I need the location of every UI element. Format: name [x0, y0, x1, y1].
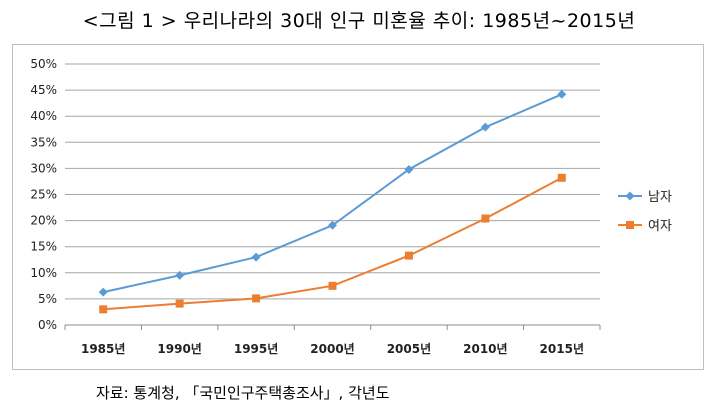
x-tick-label: 2015년 — [540, 342, 584, 356]
data-point-female — [404, 251, 413, 260]
data-point-male — [175, 270, 185, 280]
data-point-male — [557, 89, 567, 99]
data-point-male — [98, 287, 108, 297]
line-chart: 0% 5% 10% 15% 20% 25% 30% 35% 40% 45% 50% 1985년 199… — [30, 57, 672, 356]
data-point-male — [251, 252, 261, 262]
legend-marker — [625, 191, 635, 201]
series-lines — [102, 93, 563, 311]
data-point-female — [252, 294, 261, 303]
y-tick-label: 50% — [30, 57, 57, 71]
x-tick-label: 1985년 — [81, 342, 125, 356]
x-tick-label: 2000년 — [310, 342, 354, 356]
x-tick-label: 1990년 — [157, 342, 201, 356]
x-axis-ticks: 1985년 1990년 1995년 2000년 2005년 2010년 2015년 — [81, 342, 584, 356]
data-point-male — [328, 220, 337, 230]
y-tick-label: 10% — [30, 266, 57, 280]
legend-label: 여자 — [648, 219, 672, 234]
data-point-female — [175, 299, 184, 308]
data-point-female — [99, 305, 108, 314]
data-point-female — [481, 214, 490, 223]
source-note: 자료: 통계청, 「국민인구주택총조사」, 각년도 — [96, 384, 390, 402]
data-point-female — [557, 173, 566, 182]
y-tick-label: 25% — [30, 188, 57, 202]
y-tick-label: 35% — [30, 135, 57, 149]
y-axis-ticks: 0% 5% 10% 15% 20% 25% 30% 35% 40% 45% 50% — [30, 57, 57, 332]
y-tick-label: 5% — [38, 292, 57, 306]
y-tick-label: 40% — [30, 109, 57, 123]
legend-label: 남자 — [648, 190, 672, 205]
y-tick-label: 0% — [38, 318, 57, 332]
series-markers — [98, 89, 567, 314]
legend-marker — [626, 221, 634, 229]
x-tick-label: 2010년 — [463, 342, 507, 356]
y-tick-label: 45% — [30, 83, 57, 97]
series-line-male — [102, 93, 563, 294]
y-tick-label: 30% — [30, 161, 57, 175]
grid-lines — [64, 63, 601, 330]
chart-title: <그림 1 > 우리나라의 30대 인구 미혼율 추이: 1985년~2015년 — [82, 10, 636, 32]
y-tick-label: 15% — [30, 240, 57, 254]
x-tick-label: 2005년 — [387, 342, 431, 356]
data-point-male — [480, 122, 490, 132]
y-tick-label: 20% — [30, 214, 57, 228]
data-point-female — [328, 281, 337, 290]
x-tick-label: 1995년 — [234, 342, 278, 356]
data-point-male — [404, 164, 414, 174]
